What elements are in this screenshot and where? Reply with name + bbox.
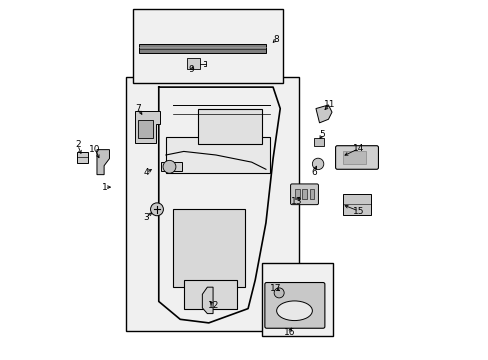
Text: 2: 2 (75, 140, 81, 149)
Circle shape (274, 288, 284, 298)
Bar (302, 189, 306, 199)
Text: 9: 9 (188, 66, 194, 75)
Circle shape (163, 160, 176, 173)
Bar (139, 44, 265, 53)
FancyBboxPatch shape (335, 146, 378, 169)
Bar (342, 194, 370, 215)
Polygon shape (315, 105, 331, 123)
Text: 11: 11 (323, 100, 335, 109)
Bar (133, 9, 283, 83)
Text: 12: 12 (207, 301, 219, 310)
Bar (165, 137, 269, 173)
Polygon shape (97, 150, 109, 175)
Bar (309, 189, 313, 199)
Bar (198, 109, 262, 144)
Text: 16: 16 (283, 328, 295, 337)
Ellipse shape (276, 301, 312, 320)
Text: 4: 4 (143, 168, 149, 177)
FancyBboxPatch shape (290, 184, 318, 204)
Text: 7: 7 (135, 104, 141, 113)
Text: 10: 10 (89, 145, 101, 154)
Text: 3: 3 (143, 213, 149, 222)
Bar (125, 77, 298, 331)
FancyBboxPatch shape (264, 283, 324, 328)
Text: 5: 5 (319, 130, 325, 139)
Bar (295, 189, 299, 199)
Text: 1: 1 (102, 183, 107, 192)
Text: 6: 6 (310, 168, 316, 177)
Bar (160, 162, 182, 171)
Bar (261, 263, 332, 337)
Text: 14: 14 (352, 144, 364, 153)
Bar (183, 280, 237, 309)
Bar (138, 120, 152, 138)
Bar (313, 138, 323, 146)
Text: 8: 8 (272, 35, 278, 44)
Bar (77, 152, 88, 163)
Circle shape (150, 203, 163, 216)
Text: 13: 13 (290, 197, 302, 206)
Polygon shape (202, 287, 213, 314)
Polygon shape (135, 111, 160, 143)
Text: 17: 17 (270, 284, 281, 293)
Bar (187, 58, 200, 69)
Text: 15: 15 (352, 207, 364, 216)
Bar (173, 208, 244, 287)
Circle shape (312, 158, 323, 170)
Bar (342, 151, 365, 164)
